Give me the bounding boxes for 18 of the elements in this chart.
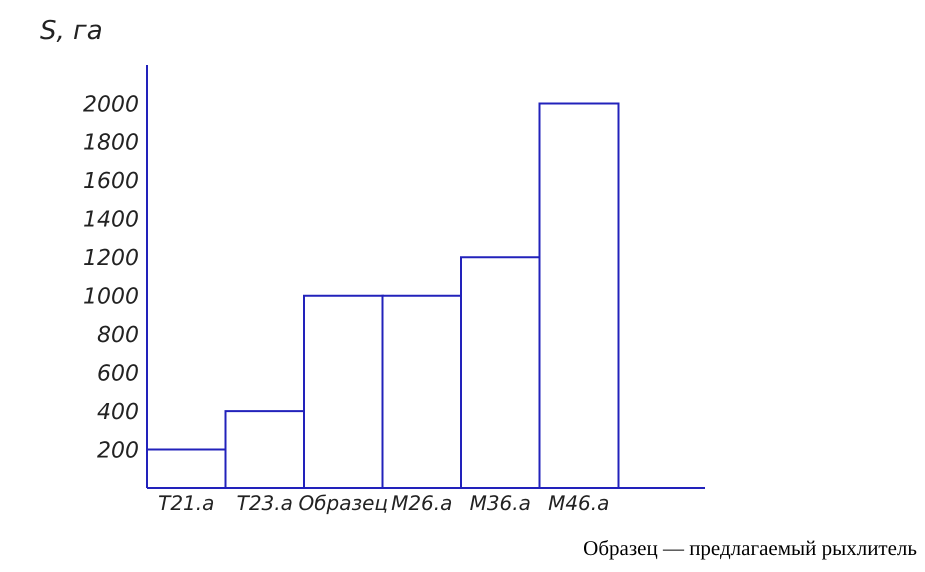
y-tick-label: 2000 xyxy=(83,92,139,118)
text: Образец — предлагаемый рыхлитель xyxy=(583,536,917,561)
y-tick-label: 200 xyxy=(97,438,139,464)
x-tick-label: Образец xyxy=(298,491,388,516)
y-tick-label: 1800 xyxy=(83,130,139,156)
x-tick-label: T21.a xyxy=(158,491,214,516)
y-tick-label: 1400 xyxy=(83,208,139,233)
y-tick-label: 800 xyxy=(97,322,139,348)
y-tick-label: 1200 xyxy=(83,246,139,272)
y-axis-title: S, га xyxy=(40,16,103,46)
x-tick-label: M26.a xyxy=(391,491,452,516)
y-tick-label: 600 xyxy=(97,361,139,386)
y-tick-label: 1000 xyxy=(83,284,139,310)
x-tick-label: M36.a xyxy=(470,491,531,516)
x-tick-label: M46.a xyxy=(548,491,610,516)
y-tick-label: 1600 xyxy=(83,169,139,194)
x-tick-label: T23.a xyxy=(236,491,293,516)
y-tick-label: 400 xyxy=(97,400,139,425)
